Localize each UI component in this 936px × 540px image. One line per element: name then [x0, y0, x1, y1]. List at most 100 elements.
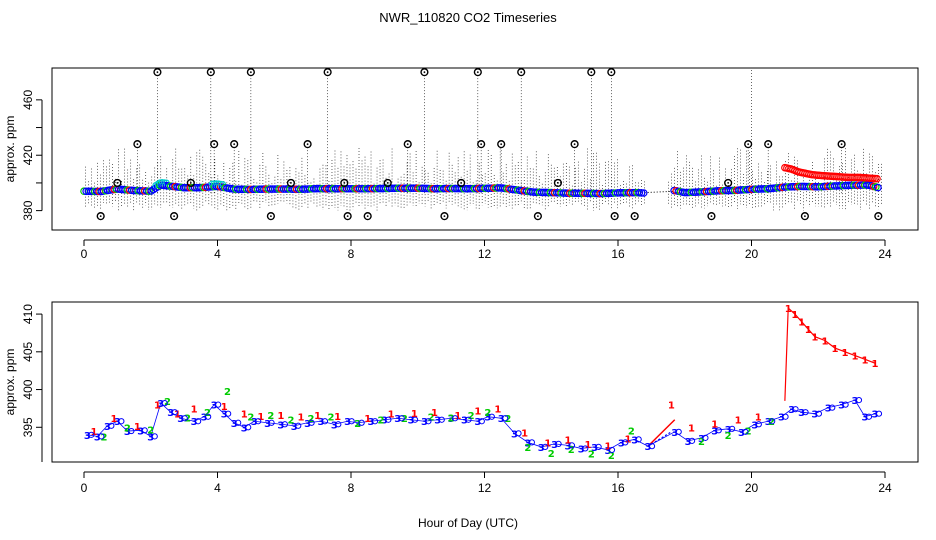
- x-tick-label: 4: [214, 481, 221, 495]
- outlier-center: [767, 143, 770, 146]
- outlier-point: [440, 212, 449, 221]
- series-3-marker: 3: [421, 417, 428, 428]
- series-3-circle: [321, 418, 329, 425]
- series-1-marker: 1: [851, 352, 858, 363]
- series-3-circle: [702, 434, 709, 441]
- series-2-marker: 2: [608, 451, 615, 462]
- series-3-circle: [542, 443, 549, 451]
- series-3-marker: 3: [765, 417, 772, 428]
- series-1-marker: 1: [544, 438, 551, 449]
- x-tick-label: 8: [348, 481, 355, 495]
- series-3-marker: 3: [461, 416, 468, 427]
- outlier-point: [800, 212, 810, 221]
- outlier-center: [99, 215, 102, 218]
- series-1-marker: 1: [872, 359, 879, 370]
- outlier-center: [727, 182, 730, 184]
- series-3-marker: 3: [538, 443, 545, 454]
- series-1-marker: 1: [191, 404, 198, 415]
- series-3-circle: [488, 413, 495, 420]
- series-3-marker: 3: [114, 417, 121, 428]
- outlier-point: [570, 140, 579, 149]
- series-3-circle: [675, 428, 682, 435]
- outlier-center: [710, 215, 713, 218]
- x-tick-label: 12: [478, 481, 492, 495]
- series-1-marker: 1: [688, 423, 695, 434]
- y-tick-label: 395: [21, 417, 35, 437]
- series-1-marker: 1: [564, 435, 571, 446]
- outlier-center: [520, 71, 523, 74]
- series-2-marker: 2: [448, 413, 455, 424]
- series-3-circle: [308, 419, 315, 426]
- outlier-point: [420, 68, 429, 77]
- outlier-center: [290, 182, 292, 184]
- outlier-center: [326, 71, 329, 74]
- x-tick-label: 4: [214, 247, 221, 261]
- series-2-marker: 2: [378, 416, 385, 427]
- outlier-point: [363, 212, 372, 221]
- outlier-center: [189, 182, 192, 184]
- outlier-center: [557, 182, 559, 184]
- outlier-point: [587, 68, 596, 77]
- series-3-marker: 3: [645, 442, 652, 453]
- outlier-point: [96, 212, 105, 221]
- series-3-circle: [425, 418, 432, 425]
- series-3-circle: [235, 419, 242, 426]
- series-1-marker: 1: [798, 318, 805, 329]
- series-3-circle: [688, 437, 696, 444]
- outlier-center: [633, 215, 636, 218]
- series-3-circle: [195, 418, 202, 425]
- series-3-marker: 3: [211, 401, 218, 412]
- chart-title: NWR_110820 CO2 Timeseries: [379, 10, 557, 25]
- outlier-point: [340, 178, 349, 188]
- series-3-marker: 3: [434, 416, 441, 427]
- series-3-marker: 3: [201, 413, 208, 424]
- series-3-marker: 3: [564, 441, 571, 452]
- series-3-circle: [635, 436, 642, 443]
- outlier-point: [113, 178, 122, 188]
- series-3-circle: [478, 418, 485, 425]
- outlier-center: [136, 143, 139, 146]
- series-3-marker: 3: [331, 420, 338, 431]
- series-1-marker: 1: [785, 304, 792, 315]
- series-3-circle: [348, 418, 355, 425]
- x-tick-label: 12: [478, 247, 492, 261]
- outlier-center: [613, 215, 616, 218]
- outlier-point: [744, 140, 753, 149]
- series-1-marker: 1: [334, 412, 341, 423]
- series-3-marker: 3: [671, 428, 678, 439]
- series-3-marker: 3: [344, 417, 351, 428]
- series-2-marker: 2: [147, 426, 154, 437]
- series-3-marker: 3: [241, 423, 248, 434]
- series-3-marker: 3: [221, 410, 228, 421]
- outlier-point: [517, 68, 526, 77]
- series-2-marker: 2: [524, 443, 531, 454]
- series-1-marker: 1: [735, 416, 742, 427]
- outlier-point: [610, 212, 619, 221]
- series-3-marker: 3: [524, 438, 531, 449]
- x-axis-label: Hour of Day (UTC): [418, 516, 518, 530]
- series-1-marker: 1: [257, 412, 264, 423]
- series-3-circle: [411, 416, 419, 423]
- outlier-center: [406, 143, 409, 146]
- outlier-center: [209, 71, 212, 74]
- top-marks-layer: [80, 68, 883, 221]
- series-3-circle: [108, 422, 115, 429]
- series-3-marker: 3: [838, 401, 845, 412]
- series-3-marker: 3: [448, 414, 455, 425]
- series-3-circle: [829, 404, 836, 411]
- top-axes-layer: 0 4 8 12 16 20 24 380 420 460: [21, 90, 892, 261]
- outlier-center: [747, 143, 750, 146]
- series-3-circle: [815, 410, 823, 417]
- outlier-point: [230, 140, 239, 149]
- series-1-marker: 1: [411, 409, 418, 420]
- series-2-marker: 2: [768, 417, 775, 428]
- outlier-center: [306, 143, 309, 146]
- gap-connector: [644, 190, 675, 194]
- x-tick-label: 20: [745, 247, 759, 261]
- outlier-center: [423, 71, 426, 74]
- series-3-circle: [755, 421, 762, 428]
- series-3-circle: [715, 427, 722, 434]
- series-3-marker: 3: [725, 425, 732, 436]
- bottom-y-axis-label: approx. ppm: [3, 349, 17, 416]
- series-3-circle: [118, 418, 125, 425]
